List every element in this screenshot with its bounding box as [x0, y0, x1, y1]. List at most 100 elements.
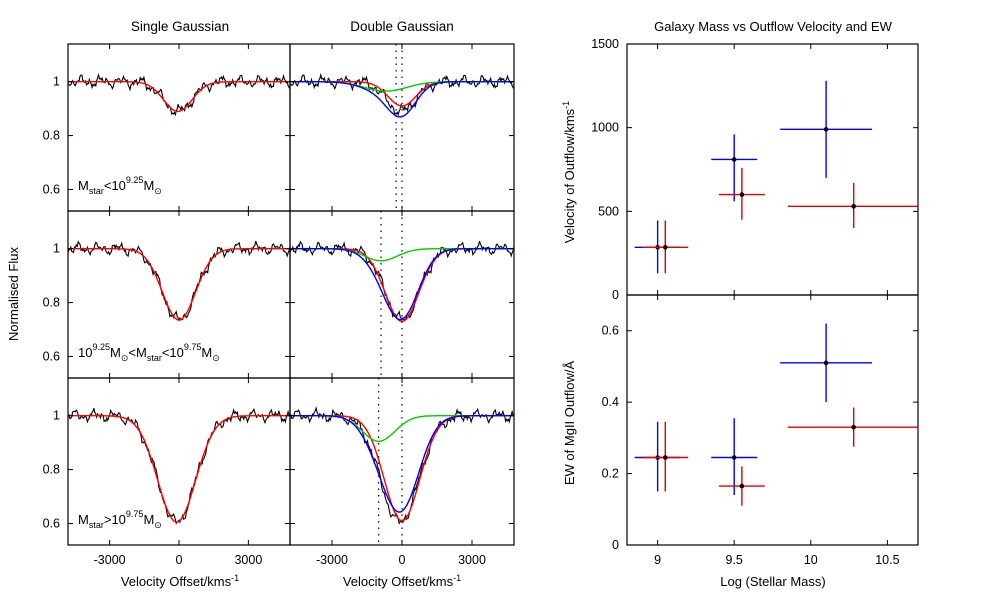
- mass-ytick-label: 500: [598, 204, 619, 218]
- blue-data-point: [823, 127, 829, 132]
- mass-panel-frame: [626, 294, 919, 546]
- row-label-mid-mass-tail: M: [201, 345, 212, 360]
- velocity-ytick-label: 0.8: [43, 463, 60, 477]
- red-data-point: [851, 424, 856, 430]
- panel-frame: [289, 43, 515, 212]
- double-gaussian-total-line: [290, 80, 514, 118]
- blue-data-point: [731, 157, 737, 162]
- row-label-high-mass-tail-sub: ⊙: [154, 520, 162, 530]
- row-label-mid-mass-sup0: 9.25: [92, 342, 110, 352]
- velocity-xtick-label: -3000: [94, 553, 126, 567]
- mass-ytick-label: 0: [612, 538, 619, 552]
- title-single-gaussian: Single Gaussian: [131, 19, 229, 34]
- blue-point-2: [780, 323, 873, 403]
- row-label-low-mass-tail: M: [143, 178, 154, 193]
- velocity-ytick-label: 0.8: [43, 296, 60, 310]
- title-right: Galaxy Mass vs Outflow Velocity and EW: [654, 19, 892, 34]
- red-point-2: [787, 407, 918, 447]
- row-label-low-mass-prefix: M: [78, 178, 89, 193]
- single-gaussian-fit-line: [68, 80, 290, 113]
- mass-ytick-label: 1000: [591, 121, 619, 135]
- flux-ylabel: Normalised Flux: [6, 247, 21, 341]
- mass-panels: 0 500 1000 1500 0 0.2 0.4 0.6 9 9.5 10 10.5: [591, 37, 919, 567]
- red-point-0: [642, 220, 689, 274]
- row-label-mid-mass-prefix: 10: [78, 345, 92, 360]
- velocity-xlabel-left-sup: -1: [231, 573, 239, 583]
- spectrum-data-line: [67, 240, 291, 322]
- single-gaussian-fit-line: [68, 415, 290, 523]
- red-point-1: [718, 466, 765, 506]
- row-label-mid-mass-tail-sub: ⊙: [212, 353, 220, 363]
- velocity-ytick-label: 1: [53, 75, 60, 89]
- velocity-ytick-label: 0.6: [43, 349, 60, 363]
- velocity-xlabel-right-text: Velocity Offset/kms: [343, 574, 454, 589]
- spectra-panels: [67, 43, 515, 546]
- red-data-point: [739, 192, 745, 197]
- velocity-xtick-label: 0: [176, 553, 183, 567]
- row-label-high-mass-sup: 9.75: [126, 509, 144, 519]
- red-data-point: [662, 455, 668, 460]
- row-label-mid-mass-mid0: M: [110, 345, 121, 360]
- row-label-mid-mass-sub0: ⊙: [121, 353, 129, 363]
- blue-point-0: [634, 421, 681, 492]
- blue-point-1: [711, 134, 758, 202]
- mass-ytick-label: 0.4: [602, 395, 619, 409]
- panel-double-row-2: [289, 377, 515, 546]
- red-data-point: [662, 245, 668, 250]
- row-label-high-mass-mid: >10: [104, 512, 126, 527]
- blue-point-1: [711, 418, 758, 495]
- row-label-low-mass-sub1: star: [89, 186, 104, 196]
- panel-frame: [289, 210, 515, 379]
- row-label-mid-mass-mid2: <10: [162, 345, 184, 360]
- row-label-high-mass-sub1: star: [89, 520, 104, 530]
- narrow-component-line: [290, 80, 514, 107]
- panel-double-row-1: [289, 210, 515, 379]
- mass-ytick-label: 0: [612, 288, 619, 302]
- red-data-point: [739, 483, 745, 489]
- double-gaussian-total-line: [290, 415, 514, 513]
- row-label-low-mass-mid: <10: [104, 178, 126, 193]
- double-gaussian-total-line: [290, 247, 514, 321]
- title-double-gaussian: Double Gaussian: [350, 19, 454, 34]
- spectrum-data-line: [67, 407, 291, 525]
- narrow-component-line: [290, 247, 514, 323]
- right-top-ylabel: Velocity of Outflow/kms-1: [561, 101, 577, 243]
- spectrum-data-line: [289, 240, 515, 322]
- mass-ytick-label: 1500: [591, 37, 619, 51]
- velocity-ytick-label: 1: [53, 409, 60, 423]
- right-xlabel: Log (Stellar Mass): [720, 574, 825, 589]
- velocity-ytick-label: 1: [53, 242, 60, 256]
- velocity-xtick-label: -3000: [316, 553, 348, 567]
- blue-data-point: [731, 455, 737, 460]
- velocity-xtick-label: 3000: [458, 553, 486, 567]
- right-top-ylabel-sup: -1: [561, 101, 571, 109]
- row-label-mid-mass: 109.25M⊙<Mstar<109.75M⊙: [78, 342, 220, 363]
- row-label-mid-mass-mid1: <M: [128, 345, 146, 360]
- velocity-xtick-label: 0: [399, 553, 406, 567]
- row-label-low-mass: Mstar<109.25M⊙: [78, 175, 162, 196]
- velocity-tick-labels: 0.6 0.8 1 0.6 0.8 1 0.6 0.8 1 -3000 0 3000 -3000 0 300…: [43, 75, 486, 567]
- row-label-mid-mass-sub1: star: [147, 353, 162, 363]
- mass-xtick-label: 10.5: [875, 553, 899, 567]
- red-data-point: [851, 204, 856, 209]
- velocity-xtick-label: 3000: [234, 553, 262, 567]
- row-label-high-mass: Mstar>109.75M⊙: [78, 509, 162, 530]
- velocity-ytick-label: 0.6: [43, 182, 60, 196]
- row-label-high-mass-prefix: M: [78, 512, 89, 527]
- mass-xtick-label: 10: [804, 553, 818, 567]
- velocity-xlabel-left: Velocity Offset/kms-1: [121, 573, 239, 589]
- velocity-xlabel-left-text: Velocity Offset/kms: [121, 574, 232, 589]
- row-label-high-mass-tail: M: [143, 512, 154, 527]
- panel-double-row-0: [289, 43, 515, 212]
- velocity-ytick-label: 0.6: [43, 516, 60, 530]
- velocity-xlabel-right-sup: -1: [453, 573, 461, 583]
- blue-data-point: [823, 360, 829, 366]
- red-point-1: [718, 167, 765, 220]
- right-top-ylabel-text: Velocity of Outflow/kms: [562, 108, 577, 243]
- mass-panel-frame: [626, 43, 919, 296]
- velocity-xlabel-right: Velocity Offset/kms-1: [343, 573, 461, 589]
- red-point-2: [787, 182, 918, 229]
- blue-point-2: [780, 80, 873, 178]
- mass-xtick-label: 9: [654, 553, 661, 567]
